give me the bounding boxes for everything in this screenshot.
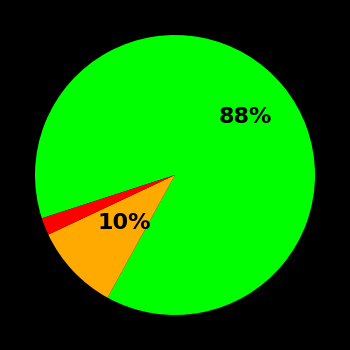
Text: 88%: 88% xyxy=(218,107,272,127)
Wedge shape xyxy=(42,175,175,234)
Text: 10%: 10% xyxy=(97,213,151,233)
Wedge shape xyxy=(48,175,175,298)
Wedge shape xyxy=(35,35,315,315)
